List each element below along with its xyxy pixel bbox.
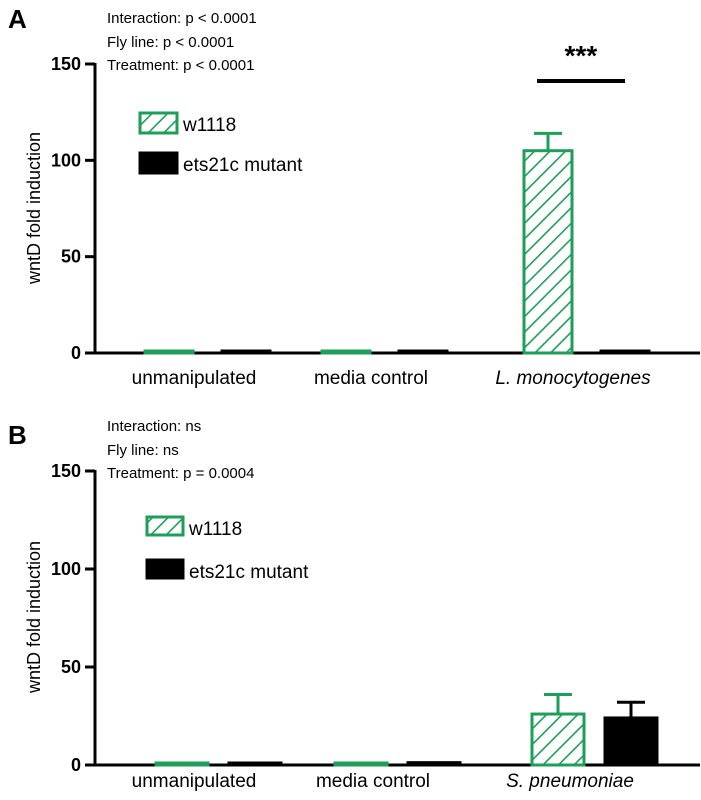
x-category-label: media control	[316, 771, 430, 792]
stats-annotation: Interaction: p < 0.0001	[107, 10, 257, 27]
y-tick-label: 50	[61, 247, 81, 267]
bar-ets21c-mutant	[406, 761, 462, 767]
bar-w1118	[522, 149, 574, 355]
bar-w1118	[333, 761, 389, 767]
stats-annotation: Interaction: ns	[107, 418, 201, 435]
panel-label: B	[8, 420, 27, 450]
y-tick-label: 150	[51, 54, 81, 74]
panel-label: A	[8, 4, 27, 34]
x-category-label: media control	[314, 368, 428, 389]
legend-label: w1118	[182, 115, 236, 136]
y-tick-label: 150	[51, 461, 81, 481]
legend-swatch	[138, 151, 179, 175]
chart-panel-b: B Interaction: ns Fly line: ns Treatment: p…	[8, 418, 700, 792]
stats-annotation: Fly line: ns	[107, 442, 179, 459]
bar-ets21c-mutant	[599, 349, 651, 355]
legend-label: ets21c mutant	[189, 562, 309, 583]
bar-w1118	[154, 761, 210, 767]
bar-w1118	[530, 712, 586, 767]
y-tick-label: 100	[51, 150, 81, 170]
x-category-label: L. monocytogenes	[495, 368, 651, 389]
legend-label: ets21c mutant	[183, 155, 303, 176]
chart-panel-a: A Interaction: p < 0.0001 Fly line: p < 0.…	[8, 4, 700, 389]
y-tick-label: 0	[71, 343, 81, 363]
y-tick-label: 100	[51, 559, 81, 579]
legend-swatch	[138, 111, 179, 135]
y-tick-label: 0	[71, 755, 81, 775]
bar-w1118	[320, 349, 372, 355]
bar-w1118	[143, 349, 195, 355]
y-tick-label: 50	[61, 657, 81, 677]
stats-annotation: Fly line: p < 0.0001	[107, 34, 234, 51]
x-category-label: unmanipulated	[132, 368, 257, 389]
stats-annotation: Treatment: p = 0.0004	[107, 465, 254, 482]
bar-ets21c-mutant	[603, 716, 659, 767]
legend-swatch	[145, 558, 185, 580]
x-category-label: unmanipulated	[132, 771, 257, 792]
bar-ets21c-mutant	[227, 761, 283, 767]
y-axis-title: wntD fold induction	[24, 132, 44, 285]
legend-swatch	[145, 515, 185, 537]
y-axis-title: wntD fold induction	[24, 541, 44, 694]
stats-annotation: Treatment: p < 0.0001	[107, 57, 254, 74]
bar-ets21c-mutant	[397, 349, 449, 355]
bar-ets21c-mutant	[220, 349, 272, 355]
x-category-label: S. pneumoniae	[506, 771, 634, 792]
legend-label: w1118	[188, 519, 242, 540]
significance-stars: ***	[565, 40, 598, 71]
